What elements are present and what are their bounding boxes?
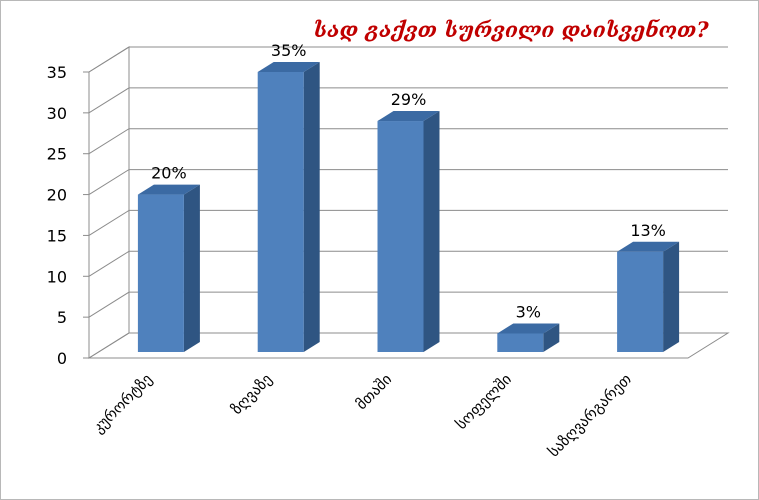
bar-2 bbox=[257, 62, 320, 352]
bar-front bbox=[377, 121, 424, 353]
x-tick-label: მთაში bbox=[352, 370, 395, 413]
bar-5 bbox=[617, 241, 680, 352]
bar-side bbox=[183, 184, 200, 352]
bar-1 bbox=[137, 184, 200, 352]
chart-title: სად გაქვთ სურვილი დაისვენოთ? bbox=[313, 17, 709, 42]
bar-front bbox=[137, 194, 184, 352]
bar-side bbox=[663, 241, 680, 352]
grid-line bbox=[88, 128, 728, 155]
bar-front bbox=[617, 251, 664, 352]
x-tick-label: კურორტზე bbox=[89, 370, 156, 437]
x-axis-ticks: კურორტზე ზღვაზე მთაში სოფელში საზღვარგარეთ bbox=[89, 370, 635, 461]
grid-line bbox=[88, 291, 728, 318]
data-labels: 20% 35% 29% 3% 13% bbox=[151, 41, 666, 321]
grid-line bbox=[88, 250, 728, 277]
bar-top bbox=[257, 62, 320, 72]
bar-front bbox=[497, 333, 544, 352]
y-tick-label: 10 bbox=[47, 267, 67, 286]
data-label: 20% bbox=[151, 164, 187, 183]
bar-side bbox=[303, 62, 320, 352]
left-wall bbox=[88, 46, 130, 359]
data-label: 35% bbox=[271, 41, 307, 60]
grid-line bbox=[88, 46, 728, 73]
bar-side bbox=[543, 323, 560, 352]
y-tick-label: 25 bbox=[47, 145, 67, 164]
grid-line bbox=[88, 169, 728, 195]
y-tick-label: 15 bbox=[47, 226, 67, 245]
bars bbox=[137, 62, 680, 353]
bar-side bbox=[423, 111, 440, 353]
data-label: 29% bbox=[391, 90, 427, 109]
data-label: 3% bbox=[516, 302, 541, 321]
x-tick-label: ზღვაზე bbox=[228, 370, 276, 418]
y-axis-ticks: 0 5 10 15 20 25 30 35 bbox=[47, 63, 67, 368]
data-label: 13% bbox=[630, 221, 666, 240]
y-tick-label: 35 bbox=[47, 63, 67, 82]
bar-top bbox=[377, 111, 440, 122]
y-tick-label: 20 bbox=[47, 186, 67, 205]
grid-line bbox=[88, 87, 728, 114]
x-tick-label: საზღვარგარეთ bbox=[544, 370, 634, 460]
y-tick-label: 30 bbox=[47, 104, 67, 123]
grid-lines bbox=[83, 46, 728, 359]
bar-front bbox=[257, 72, 304, 352]
bar-top bbox=[137, 184, 200, 195]
bar-top bbox=[497, 323, 560, 334]
x-tick-label: სოფელში bbox=[452, 370, 515, 433]
bar-top bbox=[617, 241, 680, 252]
floor bbox=[87, 332, 730, 359]
y-tick-label: 0 bbox=[57, 349, 67, 368]
y-tick-label: 5 bbox=[57, 308, 67, 327]
bar-4 bbox=[497, 323, 560, 352]
bar-3 bbox=[377, 111, 440, 353]
grid-line bbox=[88, 209, 728, 236]
